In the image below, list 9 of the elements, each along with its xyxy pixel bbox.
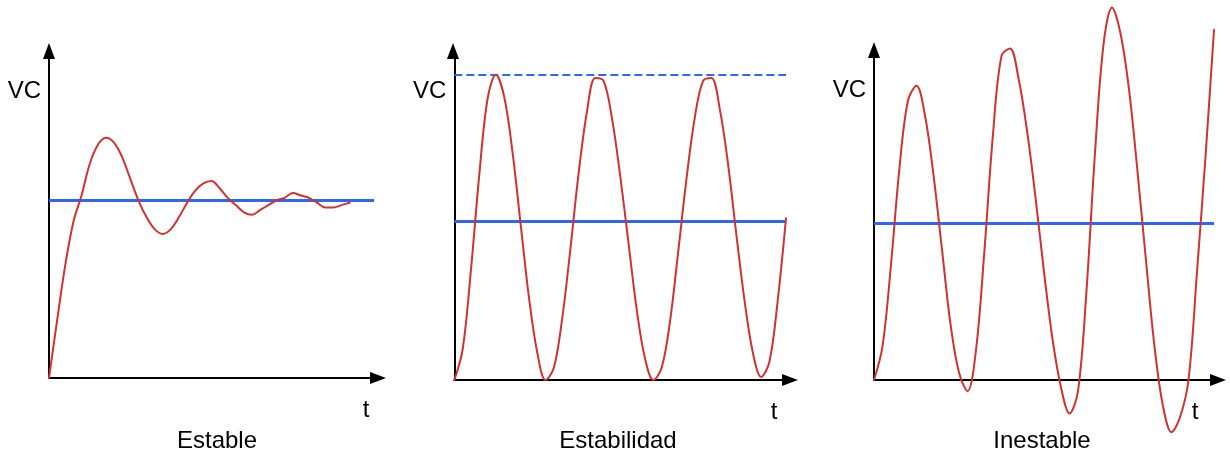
text: Estabilidad (559, 425, 677, 453)
y-axis-title: VC (832, 74, 866, 102)
text: Inestable (993, 425, 1091, 453)
y-axis-title: VC (7, 75, 41, 103)
x-axis-title: t (770, 396, 778, 424)
text: Estable (176, 425, 258, 453)
y-axis-title: VC (413, 75, 447, 103)
x-axis-title: t (1191, 396, 1199, 424)
x-axis-title: t (362, 394, 370, 422)
